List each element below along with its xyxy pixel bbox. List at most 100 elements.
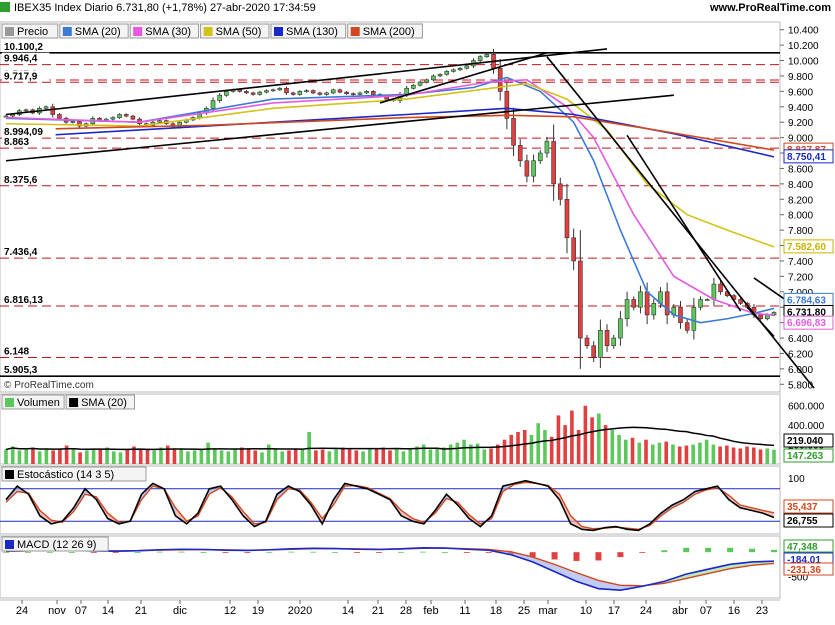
- candle-body: [532, 161, 536, 176]
- legend-swatch: [274, 27, 283, 36]
- candle-body: [645, 292, 649, 315]
- volume-bar: [260, 452, 264, 464]
- volume-bar: [38, 451, 42, 464]
- level-label: 5.905,3: [4, 365, 38, 376]
- legend-label: SMA (130): [286, 26, 338, 38]
- macd-histogram-bar: [420, 552, 426, 553]
- price-ytick-label: 7.400: [788, 257, 813, 268]
- volume-bar: [765, 448, 769, 464]
- candle-body: [124, 115, 128, 117]
- volume-bar: [388, 450, 392, 464]
- x-tick-label: 17: [608, 605, 620, 617]
- candle-body: [278, 88, 282, 90]
- volume-bar: [725, 446, 729, 464]
- price-ytick-label: 8.400: [788, 180, 813, 191]
- volume-bar: [611, 430, 615, 464]
- candle-body: [158, 121, 162, 123]
- candle-body: [565, 199, 569, 238]
- volume-bar: [624, 440, 628, 464]
- volume-bar: [523, 430, 527, 464]
- candle-body: [518, 145, 522, 160]
- macd-histogram-bar: [266, 552, 272, 553]
- macd-histogram-bar: [574, 552, 580, 561]
- stoch-badge: 35,437: [787, 502, 818, 513]
- legend-swatch: [133, 27, 142, 36]
- volume-bar: [253, 450, 257, 464]
- price-badge: 7.582,60: [787, 242, 826, 253]
- volume-bar: [705, 440, 709, 464]
- candle-body: [238, 90, 242, 92]
- candle-body: [692, 307, 696, 330]
- candle-body: [485, 54, 489, 56]
- candle-body: [451, 70, 455, 72]
- candle-body: [699, 300, 703, 308]
- x-tick-label: 07: [700, 605, 712, 617]
- candle-body: [572, 238, 576, 261]
- macd-histogram-bar: [376, 552, 382, 553]
- volume-bar: [739, 448, 743, 464]
- candle-body: [638, 292, 642, 307]
- x-tick-label: 14: [102, 605, 114, 617]
- candle-body: [71, 121, 75, 122]
- candle-body: [712, 284, 716, 299]
- volume-bar: [247, 448, 251, 464]
- volume-bar: [193, 450, 197, 464]
- volume-bar: [671, 445, 675, 464]
- volume-bar: [85, 450, 89, 464]
- price-ytick-label: 6.000: [788, 365, 813, 376]
- volume-bar: [637, 443, 641, 464]
- macd-histogram-bar: [113, 552, 119, 553]
- candle-body: [345, 92, 349, 94]
- price-badge: 6.784,63: [787, 295, 826, 306]
- x-tick-label: 11: [459, 605, 470, 617]
- candle-body: [325, 93, 329, 95]
- candle-body: [685, 323, 689, 331]
- x-tick-label: 28: [400, 605, 412, 617]
- x-tick-label: feb: [423, 605, 438, 617]
- legend-label: SMA (50): [216, 26, 262, 38]
- candle-body: [512, 118, 516, 145]
- legend-swatch: [204, 27, 213, 36]
- volume-bar: [328, 451, 332, 464]
- volume-bar: [267, 445, 271, 464]
- volume-bar: [112, 451, 116, 464]
- macd-histogram-bar: [486, 552, 492, 553]
- x-tick-label: mar: [539, 605, 558, 617]
- candle-body: [552, 141, 556, 183]
- x-tick-label: 12: [224, 605, 236, 617]
- price-ytick-label: 8.600: [788, 164, 813, 175]
- candle-body: [425, 80, 429, 82]
- volume-bar: [617, 435, 621, 464]
- legend-swatch: [5, 470, 14, 479]
- volume-bar: [644, 440, 648, 464]
- candle-body: [371, 91, 375, 94]
- volume-bar: [597, 413, 601, 464]
- volume-bar: [51, 450, 55, 464]
- stoch-badge: 26,755: [787, 516, 818, 527]
- candle-body: [505, 91, 509, 118]
- candle-body: [264, 91, 268, 93]
- candle-body: [251, 93, 255, 95]
- candle-body: [418, 82, 422, 85]
- candle-body: [271, 90, 275, 91]
- candle-body: [458, 68, 462, 70]
- volume-bar: [227, 451, 231, 464]
- volume-bar: [280, 451, 284, 464]
- legend-label: Estocástico (14 3 5): [17, 469, 114, 481]
- candle-body: [111, 118, 115, 120]
- legend-swatch: [5, 27, 14, 36]
- volume-bar: [712, 445, 716, 464]
- macd-histogram-bar: [727, 548, 733, 552]
- volume-bar: [200, 448, 204, 464]
- volume-bar: [24, 448, 28, 464]
- volume-bar: [11, 447, 15, 464]
- instrument-title: IBEX35 Index Diario 6.731,80 (+1,78%) 27…: [14, 2, 316, 14]
- volume-bar: [99, 449, 103, 464]
- volume-bar: [4, 449, 8, 464]
- volume-bar: [456, 443, 460, 464]
- x-tick-label: 21: [135, 605, 147, 617]
- macd-histogram-bar: [179, 552, 185, 553]
- macd-histogram-bar: [639, 552, 645, 553]
- macd-histogram-bar: [310, 552, 316, 553]
